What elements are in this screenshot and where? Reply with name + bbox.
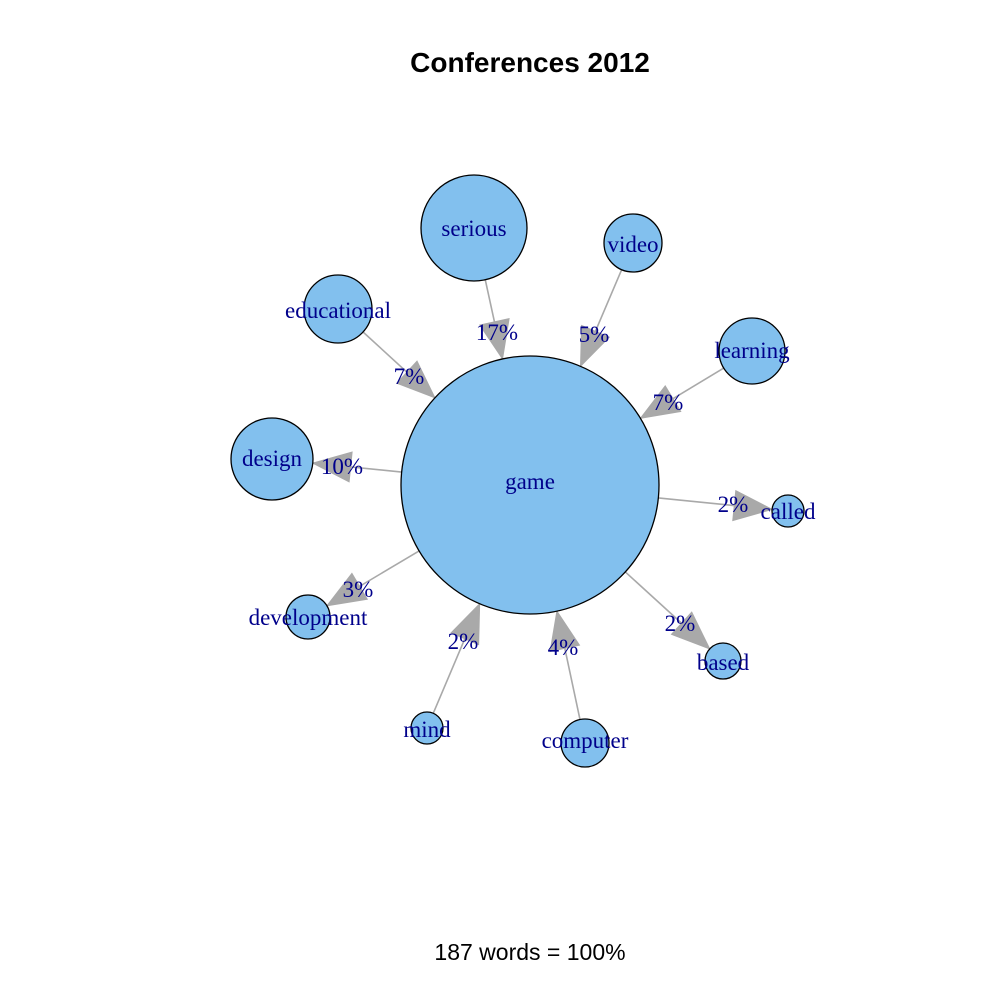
node-label-mind: mind — [403, 717, 451, 742]
edge-label-design: 10% — [321, 454, 363, 479]
node-label-game: game — [505, 469, 555, 494]
arrowhead-development — [325, 572, 369, 607]
node-called — [771, 494, 805, 528]
edges-layer — [311, 269, 774, 720]
node-development — [285, 594, 331, 640]
node-label-learning: learning — [714, 338, 790, 363]
node-learning — [718, 317, 786, 385]
edge-label-based: 2% — [665, 611, 696, 636]
node-label-design: design — [242, 446, 303, 471]
edge-label-development: 3% — [343, 577, 374, 602]
word-count-footer: 187 words = 100% — [434, 939, 625, 965]
node-label-video: video — [607, 232, 658, 257]
arrowhead-serious — [478, 317, 510, 361]
node-label-educational: educational — [285, 298, 391, 323]
arrowhead-mind — [450, 602, 481, 646]
arrowhead-video — [579, 324, 611, 368]
edge-label-learning: 7% — [653, 390, 684, 415]
arrowhead-educational — [395, 360, 436, 399]
node-game — [400, 355, 660, 615]
edge-label-called: 2% — [718, 492, 749, 517]
edge-label-educational: 7% — [394, 364, 425, 389]
node-design — [230, 417, 314, 501]
node-label-serious: serious — [441, 216, 506, 241]
node-video — [603, 213, 663, 273]
node-serious — [420, 174, 528, 282]
node-computer — [560, 718, 610, 768]
arrowhead-computer — [549, 609, 581, 653]
node-educational — [303, 274, 373, 344]
nodes-layer — [230, 174, 805, 768]
node-label-computer: computer — [542, 728, 629, 753]
node-mind — [410, 711, 444, 745]
node-label-based: based — [697, 650, 750, 675]
arrowhead-learning — [639, 384, 682, 420]
arrowhead-design — [311, 451, 353, 483]
edge-labels-layer: 17% 5% 7% 2% 2% 4% 2% 3% 10% 7% serious video learni… — [242, 216, 816, 753]
node-label-development: development — [249, 605, 368, 630]
edge-label-video: 5% — [579, 322, 610, 347]
node-label-called: called — [761, 499, 816, 524]
arrowhead-based — [670, 611, 711, 650]
edge-label-serious: 17% — [476, 320, 518, 345]
diagram-title: Conferences 2012 — [410, 47, 650, 78]
edge-label-mind: 2% — [448, 629, 479, 654]
edge-label-computer: 4% — [548, 635, 579, 660]
arrowhead-called — [732, 489, 774, 522]
node-based — [704, 642, 742, 680]
